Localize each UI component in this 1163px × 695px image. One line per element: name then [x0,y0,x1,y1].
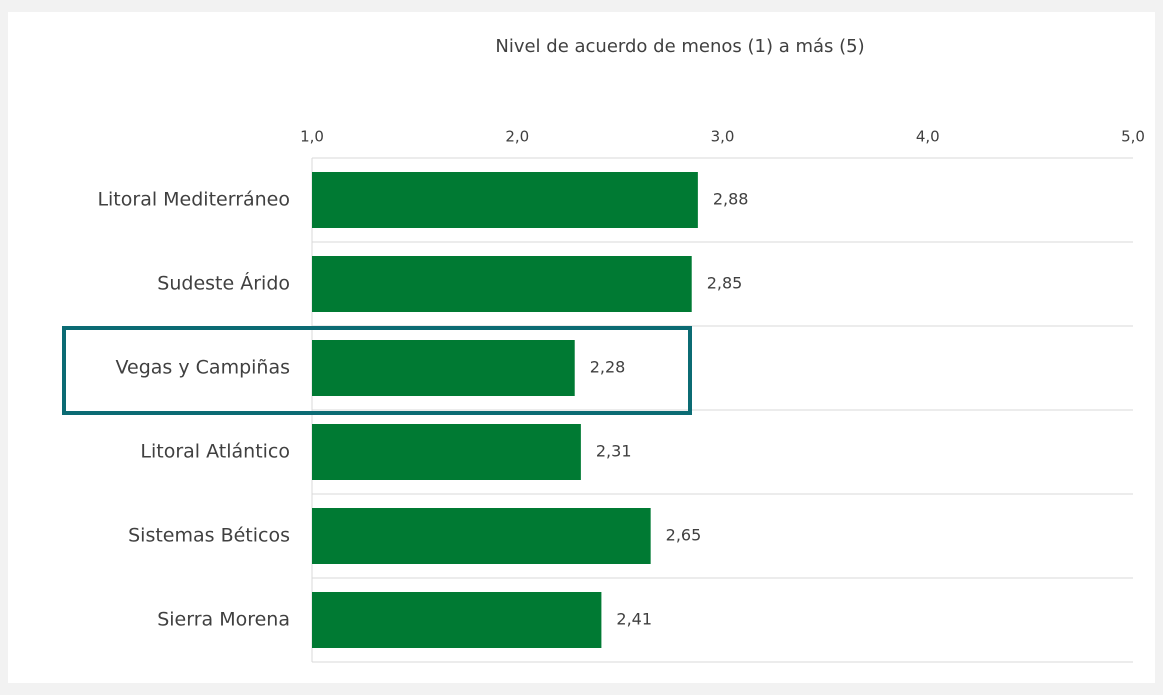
bar [312,424,581,480]
bar [312,340,575,396]
y-tick-label: Sistemas Béticos [128,525,290,547]
data-label: 2,65 [666,526,702,545]
x-tick-label: 4,0 [916,128,940,146]
bar [312,508,651,564]
bar [312,172,698,228]
y-tick-label: Sierra Morena [157,609,290,631]
bar [312,592,602,648]
data-label: 2,41 [616,610,652,629]
highlight-box [62,326,692,415]
y-tick-label: Litoral Atlántico [140,441,290,463]
bar [312,256,692,312]
x-tick-label: 1,0 [300,128,324,146]
x-tick-label: 3,0 [711,128,735,146]
chart-title: Nivel de acuerdo de menos (1) a más (5) [495,36,864,57]
y-tick-label: Vegas y Campiñas [116,357,290,379]
chart-panel [8,12,1155,683]
data-label: 2,28 [590,358,626,377]
data-label: 2,88 [713,190,749,209]
data-label: 2,85 [707,274,743,293]
x-tick-label: 2,0 [505,128,529,146]
x-tick-label: 5,0 [1121,128,1145,146]
data-label: 2,31 [596,442,632,461]
y-tick-label: Litoral Mediterráneo [97,189,290,211]
y-tick-label: Sudeste Árido [157,272,290,295]
